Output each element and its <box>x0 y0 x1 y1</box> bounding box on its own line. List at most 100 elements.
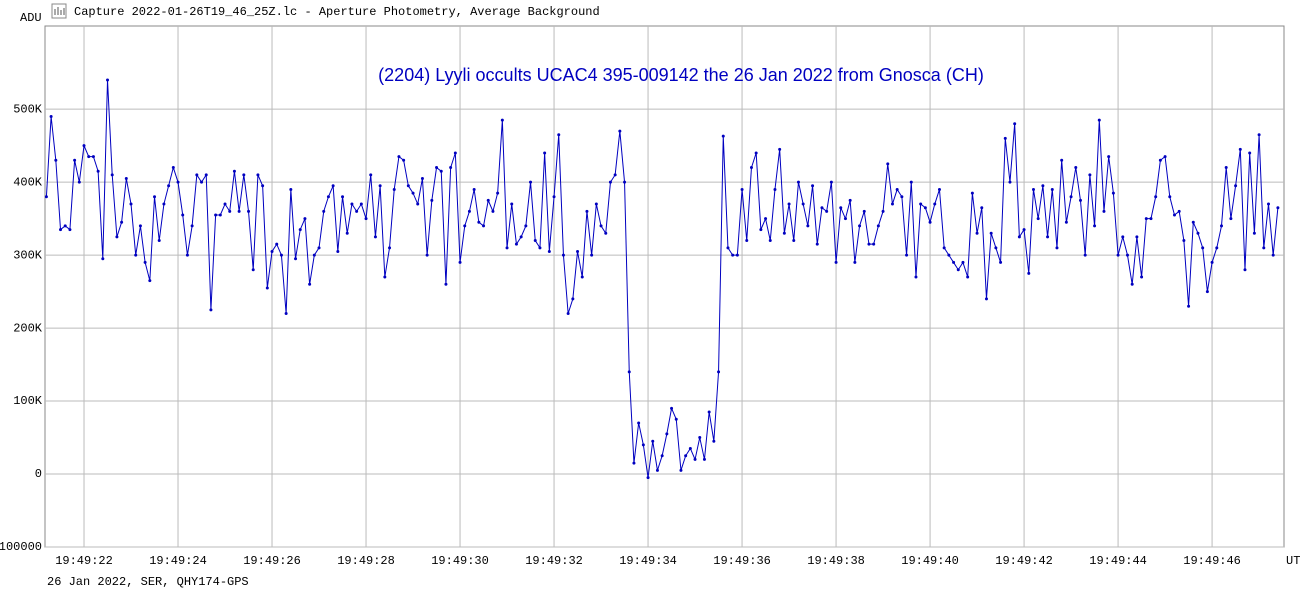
x-tick-label: 19:49:28 <box>337 554 395 568</box>
data-point <box>411 191 415 195</box>
data-point <box>787 202 791 206</box>
data-point <box>886 162 890 166</box>
data-point <box>820 206 824 210</box>
data-point <box>585 209 589 213</box>
data-point <box>862 209 866 213</box>
data-point <box>157 239 161 243</box>
data-point <box>153 195 157 199</box>
data-point <box>294 257 298 261</box>
data-point <box>1219 224 1223 228</box>
data-point <box>1172 213 1176 217</box>
data-point <box>59 228 63 232</box>
data-point <box>900 195 904 199</box>
data-point <box>909 180 913 184</box>
data-point <box>1140 275 1144 279</box>
data-point <box>138 224 142 228</box>
data-point <box>604 231 608 235</box>
data-point <box>1046 235 1050 239</box>
data-point <box>1013 122 1017 126</box>
data-point <box>477 220 481 224</box>
data-point <box>303 217 307 221</box>
x-tick-label: 19:49:34 <box>619 554 677 568</box>
data-point <box>1144 217 1148 221</box>
data-point <box>482 224 486 228</box>
data-point <box>942 246 946 250</box>
data-point <box>232 169 236 173</box>
data-point <box>185 253 189 257</box>
data-point <box>1008 180 1012 184</box>
data-point <box>547 249 551 253</box>
data-point <box>392 187 396 191</box>
data-point <box>937 187 941 191</box>
data-point <box>1135 235 1139 239</box>
data-point <box>796 180 800 184</box>
data-point <box>190 224 194 228</box>
data-point <box>500 118 504 122</box>
data-point <box>54 158 58 162</box>
data-point <box>1262 246 1266 250</box>
data-point <box>923 206 927 210</box>
data-point <box>373 235 377 239</box>
data-point <box>928 220 932 224</box>
data-point <box>1107 155 1111 159</box>
data-point <box>256 173 260 177</box>
data-point <box>980 206 984 210</box>
data-point <box>247 209 251 213</box>
data-point <box>665 432 669 436</box>
data-point <box>1191 220 1195 224</box>
data-point <box>209 308 213 312</box>
data-point <box>1229 217 1233 221</box>
data-point <box>1154 195 1158 199</box>
data-point <box>496 191 500 195</box>
data-point <box>655 468 659 472</box>
data-point <box>524 224 528 228</box>
data-point <box>326 195 330 199</box>
data-point <box>63 224 67 228</box>
data-point <box>261 184 265 188</box>
data-point <box>1064 220 1068 224</box>
y-tick-label: 300K <box>13 248 43 262</box>
data-point <box>96 169 100 173</box>
data-point <box>782 231 786 235</box>
data-point <box>754 151 758 155</box>
data-point <box>914 275 918 279</box>
data-point <box>275 242 279 246</box>
data-point <box>214 213 218 217</box>
data-point <box>1022 228 1026 232</box>
data-point <box>594 202 598 206</box>
data-point <box>162 202 166 206</box>
data-point <box>1036 217 1040 221</box>
data-point <box>1257 133 1261 137</box>
data-point <box>853 260 857 264</box>
data-point <box>176 180 180 184</box>
data-point <box>688 446 692 450</box>
data-point <box>364 217 368 221</box>
y-tick-label: 0 <box>35 467 42 481</box>
data-point <box>120 220 124 224</box>
data-point <box>707 410 711 414</box>
data-point <box>576 249 580 253</box>
data-point <box>279 253 283 257</box>
data-point <box>961 260 965 264</box>
data-point <box>115 235 119 239</box>
data-point <box>632 461 636 465</box>
x-tick-label: 19:49:36 <box>713 554 771 568</box>
data-point <box>905 253 909 257</box>
data-point <box>1121 235 1125 239</box>
data-point <box>1266 202 1270 206</box>
data-point <box>298 228 302 232</box>
data-point <box>773 187 777 191</box>
data-point <box>491 209 495 213</box>
data-point <box>952 260 956 264</box>
data-point <box>444 282 448 286</box>
data-point <box>148 279 152 283</box>
data-point <box>486 198 490 202</box>
y-tick-label: -100000 <box>0 540 42 554</box>
data-point <box>341 195 345 199</box>
data-point <box>143 260 147 264</box>
data-point <box>416 202 420 206</box>
data-point <box>420 177 424 181</box>
app-icon-glyph <box>54 7 65 15</box>
data-point <box>322 209 326 213</box>
